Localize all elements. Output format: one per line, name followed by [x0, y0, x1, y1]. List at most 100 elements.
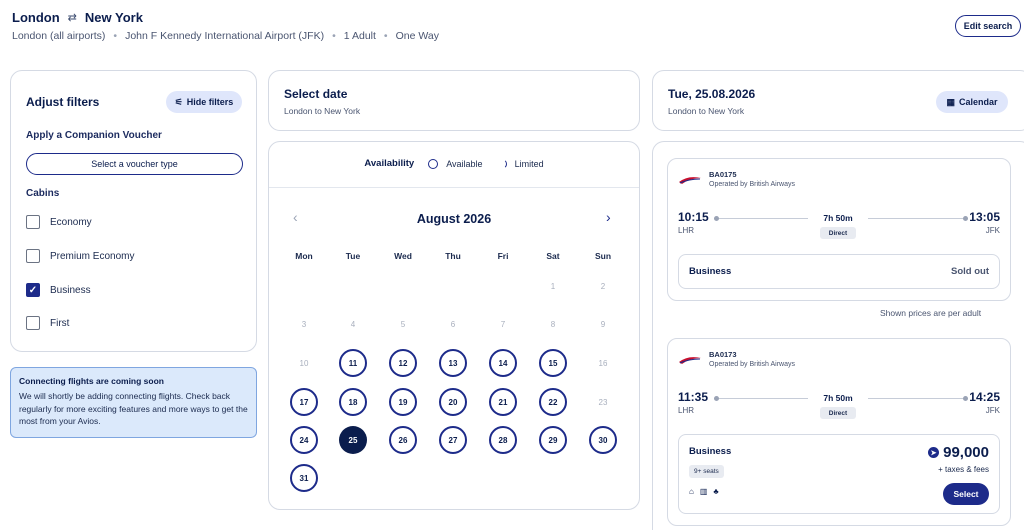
- calendar-day-available[interactable]: 20: [439, 388, 467, 416]
- summary-destination: John F Kennedy International Airport (JF…: [125, 30, 325, 42]
- calendar-day-available[interactable]: 11: [339, 349, 367, 377]
- calendar-day-unavailable: 23: [598, 397, 608, 407]
- weekday-header: Thu: [445, 251, 461, 261]
- calendar-day-available[interactable]: 29: [539, 426, 567, 454]
- calendar-day-unavailable: 3: [301, 319, 307, 329]
- first-checkbox[interactable]: [26, 316, 40, 330]
- price-value: 99,000: [943, 444, 989, 461]
- arrival-time: 14:25: [969, 390, 1000, 404]
- departure-time: 10:15: [678, 210, 709, 224]
- calendar-day-available[interactable]: 22: [539, 388, 567, 416]
- calendar-day-unavailable: 2: [600, 281, 606, 291]
- next-month-icon[interactable]: ›: [606, 209, 611, 225]
- flight-operator: Operated by British Airways: [709, 181, 795, 188]
- business-checkbox[interactable]: ✓: [26, 283, 40, 297]
- calendar-day-available[interactable]: 26: [389, 426, 417, 454]
- departure-airport: LHR: [678, 226, 695, 235]
- calendar-day-unavailable: 6: [450, 319, 456, 329]
- sliders-icon: ⚟: [174, 96, 183, 107]
- calendar-day-available[interactable]: 31: [290, 464, 318, 492]
- edit-search-button[interactable]: Edit search: [955, 15, 1021, 37]
- availability-label: Availability: [364, 158, 415, 169]
- summary-trip-type: One Way: [395, 30, 439, 42]
- route-title: London ⇄ New York: [12, 10, 143, 25]
- weekday-header: Sun: [594, 251, 612, 261]
- cabin-name: Business: [689, 266, 732, 277]
- cabin-economy[interactable]: Economy: [26, 215, 92, 229]
- filters-panel: Adjust filters ⚟ Hide filters Apply a Co…: [10, 70, 257, 352]
- calendar-day-available[interactable]: 14: [489, 349, 517, 377]
- avios-price: ➤ 99,000: [928, 444, 989, 461]
- economy-checkbox[interactable]: [26, 215, 40, 229]
- flight-number: BA0173: [709, 350, 737, 359]
- cabins-label: Cabins: [26, 188, 60, 199]
- limited-icon: [497, 158, 507, 169]
- selected-date-card: Tue, 25.08.2026 London to New York ▦ Cal…: [652, 70, 1024, 131]
- flight-card: BA0175 Operated by British Airways 10:15…: [667, 158, 1011, 301]
- select-date-card: Select date London to New York: [268, 70, 640, 131]
- direct-badge: Direct: [820, 407, 856, 419]
- sold-out-status: Sold out: [951, 266, 989, 277]
- select-date-route: London to New York: [284, 106, 361, 116]
- companion-voucher-label: Apply a Companion Voucher: [26, 130, 162, 141]
- summary-origin: London (all airports): [12, 30, 106, 42]
- british-airways-logo-icon: [679, 177, 701, 184]
- calendar-day-available[interactable]: 30: [589, 426, 617, 454]
- calendar-day-available[interactable]: 18: [339, 388, 367, 416]
- cabin-business[interactable]: ✓ Business: [26, 283, 91, 297]
- hide-filters-label: Hide filters: [186, 97, 234, 107]
- calendar-day-unavailable: 4: [350, 319, 356, 329]
- calendar-day-unavailable: 9: [600, 319, 606, 329]
- calendar-day-available[interactable]: 19: [389, 388, 417, 416]
- weekday-header: Sat: [546, 251, 560, 261]
- calendar-day-available[interactable]: 28: [489, 426, 517, 454]
- weekday-header: Tue: [345, 251, 361, 261]
- avios-icon: ➤: [928, 447, 940, 458]
- calendar-day-selected[interactable]: 25: [339, 426, 367, 454]
- calendar-icon: ▦: [946, 96, 955, 107]
- calendar-day-unavailable: 7: [500, 319, 506, 329]
- fare-option[interactable]: Business 9+ seats ➤ 99,000 + taxes & fee…: [678, 434, 1000, 514]
- prev-month-icon[interactable]: ‹: [293, 209, 298, 225]
- seats-badge: 9+ seats: [689, 465, 724, 478]
- amenities: ⌂ ▥ ♣: [689, 487, 719, 496]
- taxes-note: + taxes & fees: [938, 465, 989, 474]
- direct-badge: Direct: [820, 227, 856, 239]
- arrival-airport: JFK: [985, 406, 1000, 415]
- cabin-first[interactable]: First: [26, 316, 69, 330]
- limited-label: Limited: [514, 158, 544, 169]
- premium-economy-checkbox[interactable]: [26, 249, 40, 263]
- weekday-header: Mon: [295, 251, 313, 261]
- calendar-day-available[interactable]: 15: [539, 349, 567, 377]
- calendar-day-available[interactable]: 12: [389, 349, 417, 377]
- cabin-name: Business: [689, 446, 732, 457]
- departure-time: 11:35: [678, 390, 709, 404]
- calendar-card: Availability Available Limited ‹ August …: [268, 141, 640, 510]
- cabin-label: Business: [50, 284, 91, 296]
- month-title: August 2026: [416, 212, 492, 226]
- calendar-day-available[interactable]: 21: [489, 388, 517, 416]
- flight-card: BA0173 Operated by British Airways 11:35…: [667, 338, 1011, 526]
- british-airways-logo-icon: [679, 357, 701, 364]
- select-date-title: Select date: [284, 87, 348, 101]
- departure-airport: LHR: [678, 406, 695, 415]
- destination-city: New York: [84, 10, 143, 25]
- seat-icon: ⌂: [689, 487, 694, 496]
- cabin-premium-economy[interactable]: Premium Economy: [26, 249, 134, 263]
- calendar-day-available[interactable]: 17: [290, 388, 318, 416]
- notice-title: Connecting flights are coming soon: [19, 376, 164, 386]
- per-adult-note: Shown prices are per adult: [880, 308, 982, 318]
- calendar-button[interactable]: ▦ Calendar: [936, 91, 1008, 113]
- select-flight-button[interactable]: Select: [943, 483, 989, 505]
- summary-passengers: 1 Adult: [343, 30, 376, 42]
- voucher-type-button[interactable]: Select a voucher type: [26, 153, 243, 175]
- calendar-day-unavailable: 1: [550, 281, 556, 291]
- calendar-day-available[interactable]: 27: [439, 426, 467, 454]
- hide-filters-button[interactable]: ⚟ Hide filters: [166, 91, 242, 113]
- flight-operator: Operated by British Airways: [709, 361, 795, 368]
- cabin-label: Premium Economy: [50, 250, 135, 262]
- arrival-airport: JFK: [985, 226, 1000, 235]
- notice-body: We will shortly be adding connecting fli…: [19, 391, 248, 426]
- calendar-day-available[interactable]: 24: [290, 426, 318, 454]
- calendar-day-available[interactable]: 13: [439, 349, 467, 377]
